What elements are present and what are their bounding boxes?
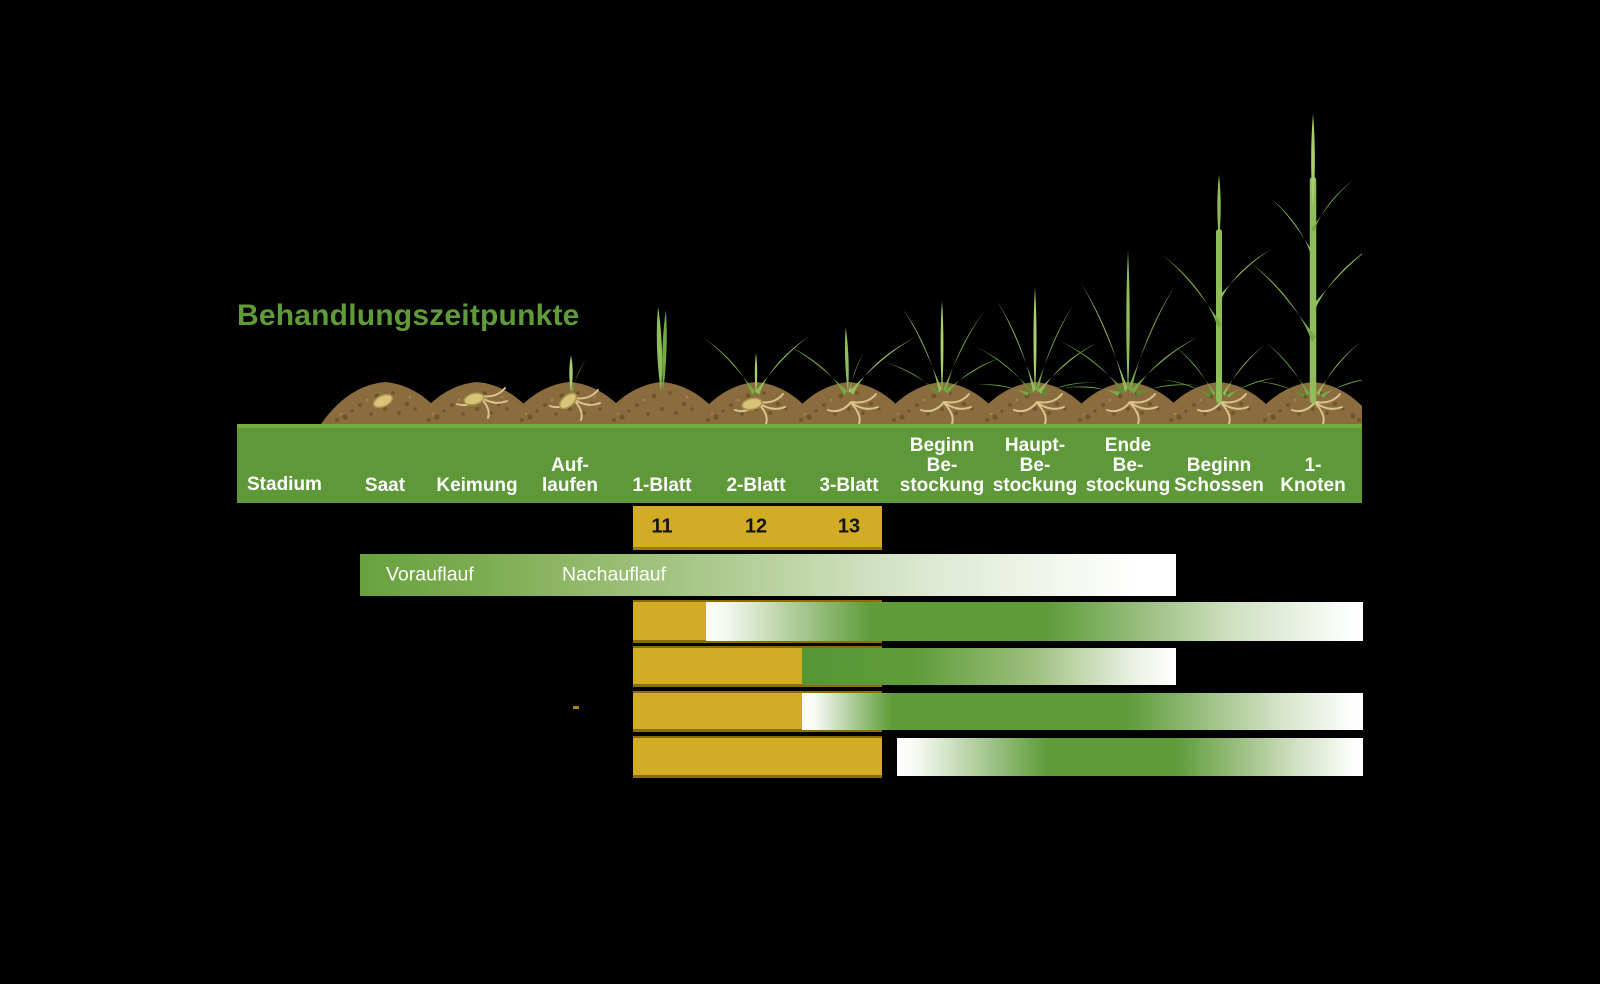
stage-axis-bar: Stadium Saat Keimung Auf- laufen 1-Blatt… [237,424,1362,503]
bbch-window-block-row-5 [633,736,882,778]
stage-label-keimung: Keimung [436,474,518,496]
vorauflauf-label: Vorauflauf [386,563,474,586]
stage-label-2-blatt: 2-Blatt [726,474,786,496]
stage-label-beginn-bestockung: Beginn Be- stockung [899,434,985,496]
plant-stage-beginn-schossen-icon [1155,174,1283,424]
stage-label-ende-bestockung: Ende Be- stockung [1085,434,1171,496]
bbch-code-12: 12 [744,515,768,537]
stage-label-saat: Saat [364,474,406,496]
stray-mark [573,706,579,709]
stage-label-haupt-bestockung: Haupt- Be- stockung [992,434,1078,496]
treatment-window-bar-row-5 [897,738,1363,776]
page-title: Behandlungszeitpunkte [237,299,580,332]
stage-label-3-blatt: 3-Blatt [819,474,879,496]
bbch-code-bar: 11 12 13 [633,506,882,550]
plant-stage-haupt-bestockung-icon [971,287,1099,424]
stage-label-1-blatt: 1-Blatt [632,474,692,496]
stage-row-label: Stadium [247,474,322,495]
treatment-window-bar-row-4 [802,693,1363,730]
stage-label-auflaufen: Auf- laufen [542,454,598,496]
treatment-window-bar-row-2 [706,602,1363,641]
plant-stage-ende-bestockung-icon [1058,250,1200,424]
stage-label-1-knoten: 1-Knoten [1280,454,1346,496]
treatment-window-row-1: Vorauflauf Nachauflauf [360,554,1176,596]
nachauflauf-label: Nachauflauf [562,563,667,586]
stage-label-beginn-schossen: Beginn Schossen [1174,454,1264,496]
bbch-code-13: 13 [837,515,861,537]
treatment-window-bar-row-3 [802,648,1176,685]
bbch-code-11: 11 [651,515,673,537]
growth-stages-illustration [321,113,1362,424]
plant-stage-1-knoten-icon [1249,113,1362,424]
